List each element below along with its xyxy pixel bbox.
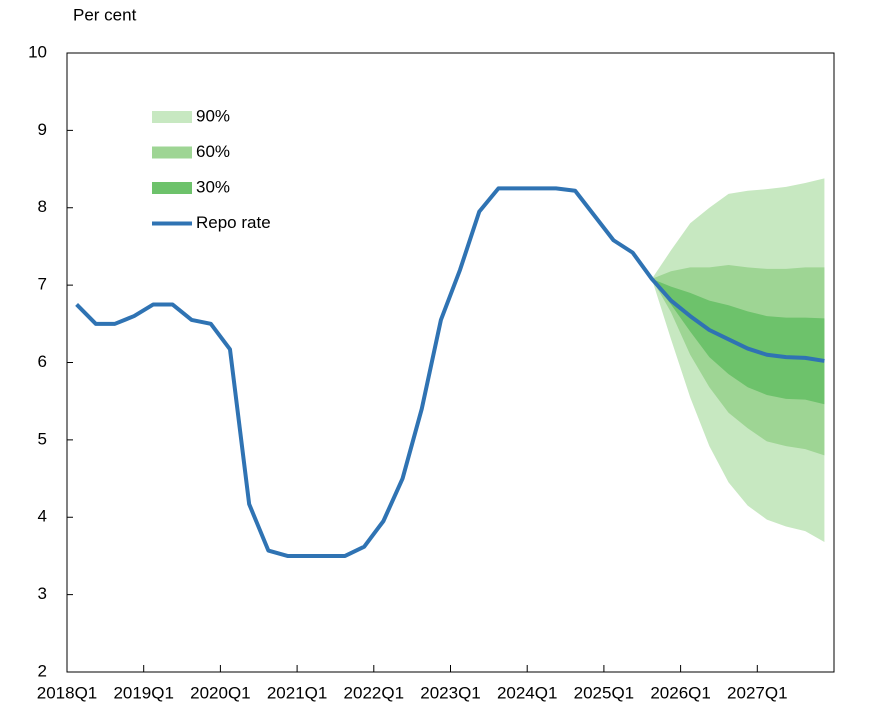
x-tick-label: 2026Q1 xyxy=(650,683,711,702)
y-tick-label: 2 xyxy=(38,661,47,680)
legend-swatch xyxy=(152,182,192,194)
x-tick-label: 2019Q1 xyxy=(113,683,174,702)
legend-label: 90% xyxy=(196,106,230,125)
y-tick-label: 4 xyxy=(38,507,47,526)
y-tick-label: 3 xyxy=(38,584,47,603)
y-tick-label: 10 xyxy=(28,42,47,61)
legend-label: Repo rate xyxy=(196,213,271,232)
x-tick-label: 2018Q1 xyxy=(37,683,98,702)
legend-swatch xyxy=(152,111,192,123)
y-tick-label: 6 xyxy=(38,352,47,371)
x-tick-label: 2024Q1 xyxy=(497,683,558,702)
x-tick-label: 2023Q1 xyxy=(420,683,481,702)
y-tick-label: 7 xyxy=(38,275,47,294)
x-tick-label: 2025Q1 xyxy=(574,683,635,702)
legend-label: 30% xyxy=(196,177,230,196)
x-tick-label: 2022Q1 xyxy=(344,683,405,702)
legend-swatch xyxy=(152,146,192,159)
x-tick-label: 2021Q1 xyxy=(267,683,328,702)
y-tick-label: 8 xyxy=(38,197,47,216)
line-series xyxy=(75,186,825,558)
x-tick-label: 2020Q1 xyxy=(190,683,251,702)
fan-band xyxy=(651,278,825,405)
legend-label: 60% xyxy=(196,142,230,161)
y-tick-label: 9 xyxy=(38,120,47,139)
y-tick-label: 5 xyxy=(38,429,47,448)
y-axis-label: Per cent xyxy=(73,5,137,24)
x-tick-label: 2027Q1 xyxy=(727,683,788,702)
